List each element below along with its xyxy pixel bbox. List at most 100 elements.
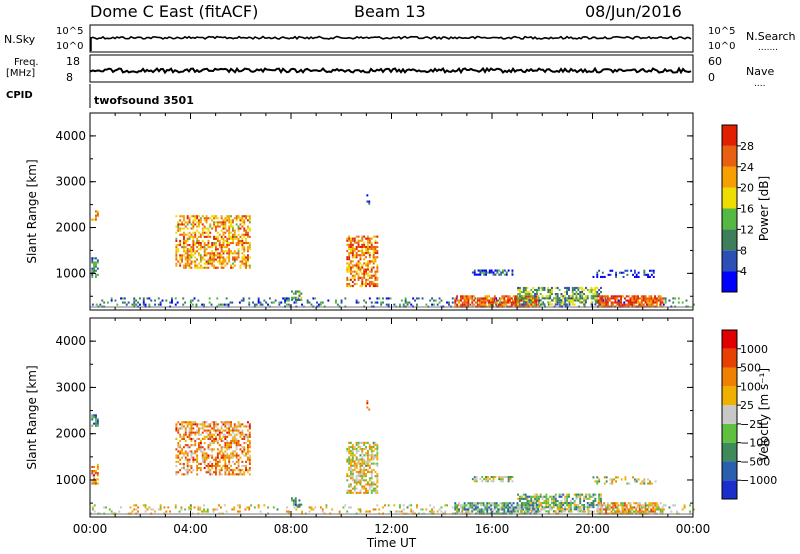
power-pixel — [539, 303, 542, 306]
power-pixel — [529, 303, 532, 306]
velocity-pixel — [365, 452, 367, 455]
power-pixel — [522, 291, 525, 294]
velocity-pixel — [376, 458, 379, 461]
velocity-pixel — [247, 456, 249, 459]
power-pixel — [558, 288, 561, 291]
power-pixel — [199, 254, 202, 257]
velocity-pixel — [517, 497, 519, 500]
power-pixel — [95, 210, 97, 213]
power-pixel — [365, 270, 367, 273]
power-pixel — [629, 299, 632, 302]
power-pixel — [179, 244, 182, 247]
velocity-pixel — [372, 468, 375, 471]
velocity-pixel — [91, 508, 94, 511]
velocity-pixel — [194, 450, 197, 453]
power-pixel — [488, 303, 491, 306]
power-pixel — [601, 299, 604, 302]
velocity-pixel — [220, 439, 223, 442]
power-pixel — [564, 297, 567, 300]
power-pixel — [368, 241, 371, 244]
power-pixel — [501, 295, 504, 298]
velocity-pixel — [215, 460, 217, 463]
velocity-pixel — [243, 437, 246, 440]
velocity-pixel — [531, 504, 534, 507]
velocity-pixel — [592, 502, 595, 505]
velocity-pixel — [597, 510, 600, 513]
power-pixel — [608, 297, 611, 300]
velocity-pixel — [511, 476, 514, 479]
power-pixel — [226, 217, 229, 220]
velocity-pixel — [189, 506, 192, 509]
velocity-pixel — [493, 504, 496, 507]
velocity-pixel — [592, 499, 595, 502]
velocity-pixel — [368, 408, 371, 411]
power-data-pixels — [91, 194, 695, 308]
velocity-pixel — [220, 469, 223, 472]
power-pixel — [534, 297, 536, 300]
velocity-pixel — [454, 502, 457, 505]
power-pixel — [592, 295, 595, 298]
power-pixel — [496, 269, 499, 272]
velocity-pixel — [199, 439, 202, 442]
power-pixel — [620, 271, 623, 274]
power-pixel — [291, 290, 293, 293]
power-pixel — [350, 268, 352, 271]
power-pixel — [434, 299, 437, 302]
velocity-pixel — [292, 501, 295, 504]
power-pixel — [431, 303, 433, 306]
power-pixel — [237, 217, 240, 220]
power-pixel — [233, 260, 236, 263]
power-pixel — [213, 266, 215, 269]
power-pixel — [622, 303, 624, 306]
power-pixel — [196, 221, 199, 224]
power-pixel — [603, 303, 606, 306]
power-pixel — [230, 223, 232, 226]
velocity-pixel — [361, 460, 364, 463]
velocity-pixel — [600, 499, 602, 502]
power-pixel — [674, 297, 677, 300]
velocity-pixel — [177, 429, 180, 432]
power-pixel — [350, 250, 352, 253]
power-pixel — [374, 258, 377, 261]
power-pixel — [615, 275, 617, 278]
power-pixel — [235, 215, 238, 218]
power-pixel — [211, 250, 214, 253]
velocity-pixel — [613, 478, 616, 481]
power-pixel — [664, 301, 667, 304]
power-pixel — [367, 245, 369, 248]
velocity-pixel — [177, 421, 180, 424]
power-pixel — [569, 295, 572, 298]
velocity-pixel — [154, 510, 156, 513]
power-pixel — [245, 256, 247, 259]
velocity-pixel — [353, 479, 356, 482]
velocity-pixel — [228, 423, 231, 426]
power-pixel — [201, 303, 204, 306]
velocity-pixel — [237, 462, 240, 465]
velocity-pixel — [368, 485, 371, 488]
power-pixel — [346, 276, 349, 279]
power-pixel — [549, 297, 552, 300]
power-pixel — [512, 299, 515, 302]
power-pixel — [627, 295, 630, 298]
power-pixel — [465, 301, 468, 304]
velocity-pixel — [222, 452, 225, 455]
velocity-pixel — [612, 506, 614, 509]
power-pixel — [477, 273, 480, 276]
velocity-pixel — [596, 510, 599, 513]
velocity-pixel — [476, 502, 479, 505]
power-pixel — [359, 285, 362, 288]
velocity-pixel — [652, 502, 655, 505]
power-pixel — [524, 295, 526, 298]
velocity-pixel — [488, 478, 491, 481]
velocity-pixel — [361, 464, 364, 467]
power-pixel — [270, 301, 273, 304]
power-pixel — [635, 299, 638, 302]
velocity-pixel — [530, 506, 533, 509]
power-pixel — [655, 301, 658, 304]
velocity-pixel — [237, 444, 240, 447]
velocity-pixel — [186, 473, 189, 476]
power-pixel — [655, 297, 658, 300]
velocity-pixel — [509, 506, 511, 509]
velocity-pixel — [551, 497, 553, 500]
velocity-pixel — [186, 454, 189, 457]
